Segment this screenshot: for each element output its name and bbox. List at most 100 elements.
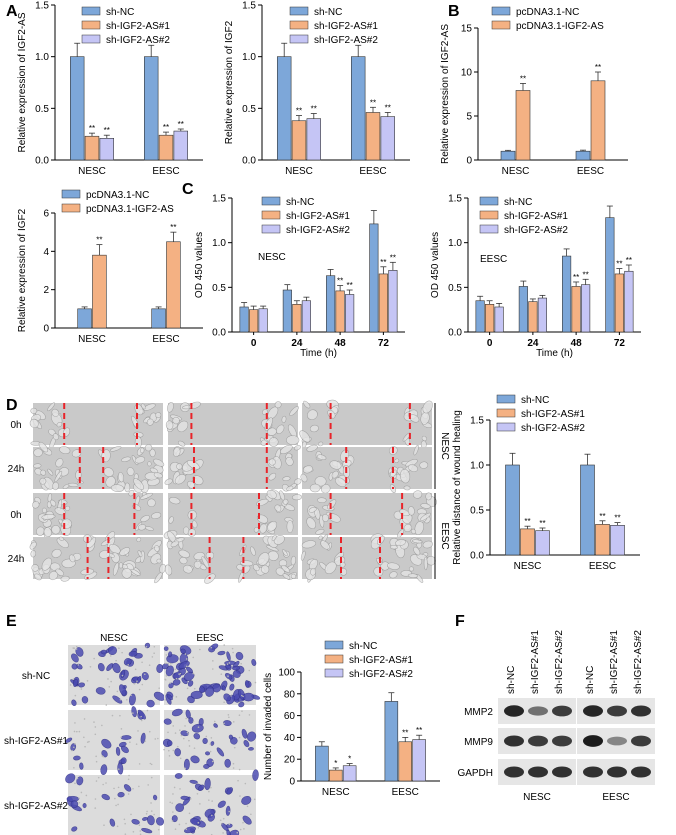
chart-B1: 0 5 10 15 Relative expression of IGF2-AS ** NE… (440, 6, 628, 177)
cell-shape (198, 686, 205, 693)
y-tick-label: 15 (461, 24, 473, 35)
cell-shape (174, 773, 183, 779)
cell-shape (314, 476, 327, 487)
cell-shape (187, 528, 196, 537)
cell-shape (73, 755, 81, 761)
bar-sh-igf2-as-2-0 (258, 308, 268, 333)
y-axis-label: OD 450 values (194, 232, 205, 298)
legend-swatch (261, 210, 281, 220)
pore-dot (230, 695, 232, 697)
pore-dot (220, 673, 223, 676)
y-tick-label: 0.5 (470, 506, 484, 517)
panel-letter-C: C (182, 181, 194, 198)
cell-shape (51, 525, 61, 535)
cell-shape (252, 769, 259, 781)
legend-swatch (289, 20, 309, 30)
bar-sh-igf2-as-2-EESC (173, 130, 188, 161)
pore-dot (94, 733, 97, 736)
pore-dot (231, 647, 234, 650)
cell-shape (413, 546, 421, 556)
cell-shape (180, 648, 186, 654)
cell-shape (339, 561, 346, 568)
pore-dot (97, 776, 100, 779)
legend-swatch (81, 6, 101, 16)
cell-shape (235, 651, 244, 661)
pore-dot (138, 824, 141, 826)
pore-dot (119, 714, 121, 717)
cell-shape (422, 400, 433, 414)
y-axis-label: Relative expression of IGF2-AS (17, 12, 28, 152)
pore-dot (233, 746, 236, 749)
pore-dot (148, 730, 151, 733)
cell-shape (413, 444, 419, 456)
pore-dot (110, 680, 112, 683)
cell-shape (198, 784, 205, 791)
micrograph (162, 708, 257, 771)
legend-swatch (61, 189, 81, 199)
lane-label: sh-IGF2-AS#2 (554, 630, 565, 694)
pore-dot (179, 788, 181, 790)
y-tick-label: 4 (43, 247, 49, 258)
time-label: 24h (8, 464, 25, 475)
panel-letter-F: F (455, 613, 465, 630)
column-label: EESC (196, 633, 223, 644)
cell-shape (123, 784, 132, 792)
y-axis-label: Relative expression of IGF2 (224, 20, 235, 144)
significance-mark: ** (583, 270, 589, 279)
legend: sh-NC sh-IGF2-AS#1 sh-IGF2-AS#2 (289, 6, 378, 46)
protein-band (631, 735, 651, 747)
significance-mark: ** (178, 120, 184, 129)
x-tick-label: EESC (359, 166, 386, 177)
cell-shape (156, 817, 165, 826)
cell-shape (169, 497, 181, 505)
row-label: sh-IGF2-AS#1 (4, 736, 68, 747)
cell-shape (192, 475, 204, 485)
cell-shape (276, 424, 285, 434)
pore-dot (199, 803, 201, 805)
pore-dot (178, 673, 180, 675)
cell-shape (106, 663, 114, 671)
pore-dot (136, 680, 138, 682)
micrograph-background (68, 710, 160, 770)
cell-shape (152, 794, 158, 801)
micrograph (65, 706, 160, 776)
micrograph (163, 489, 303, 540)
pore-dot (133, 682, 136, 685)
y-tick-label: 5 (466, 112, 472, 123)
cell-shape (225, 805, 231, 816)
cell-shape (128, 693, 136, 706)
cell-shape (403, 485, 411, 491)
cell-shape (309, 483, 321, 493)
y-tick-label: 1.5 (212, 194, 226, 205)
cell-shape (101, 738, 112, 749)
protein-label: MMP9 (464, 737, 493, 748)
y-tick-label: 0 (466, 156, 472, 167)
pore-dot (138, 763, 141, 765)
bar-pcdna3-1-nc-NESC (500, 150, 516, 161)
pore-dot (240, 662, 242, 665)
invasion-micrographs: sh-NC sh-IGF2-AS#1 sh-IGF2-AS#2 NESC EESC (4, 633, 261, 835)
legend-swatch (496, 394, 516, 404)
y-tick-label: 0.0 (448, 328, 462, 339)
pore-dot (184, 653, 187, 655)
cell-shape (399, 469, 411, 484)
pore-dot (199, 648, 201, 651)
pore-dot (226, 663, 229, 665)
cell-shape (268, 458, 276, 466)
pore-dot (146, 709, 149, 712)
cell-shape (59, 446, 71, 455)
cell-shape (58, 536, 65, 541)
group-label: EESC (602, 792, 629, 803)
cell-shape (204, 778, 211, 791)
cell-shape (168, 516, 174, 524)
pore-dot (73, 767, 75, 769)
cell-shape (282, 476, 291, 482)
cell-shape (422, 540, 433, 549)
cell-shape (315, 529, 325, 535)
cell-shape (268, 472, 277, 481)
cell-shape (216, 747, 225, 757)
pore-dot (223, 722, 225, 725)
pore-dot (144, 740, 147, 742)
pore-dot (115, 659, 117, 662)
pore-dot (172, 749, 175, 752)
